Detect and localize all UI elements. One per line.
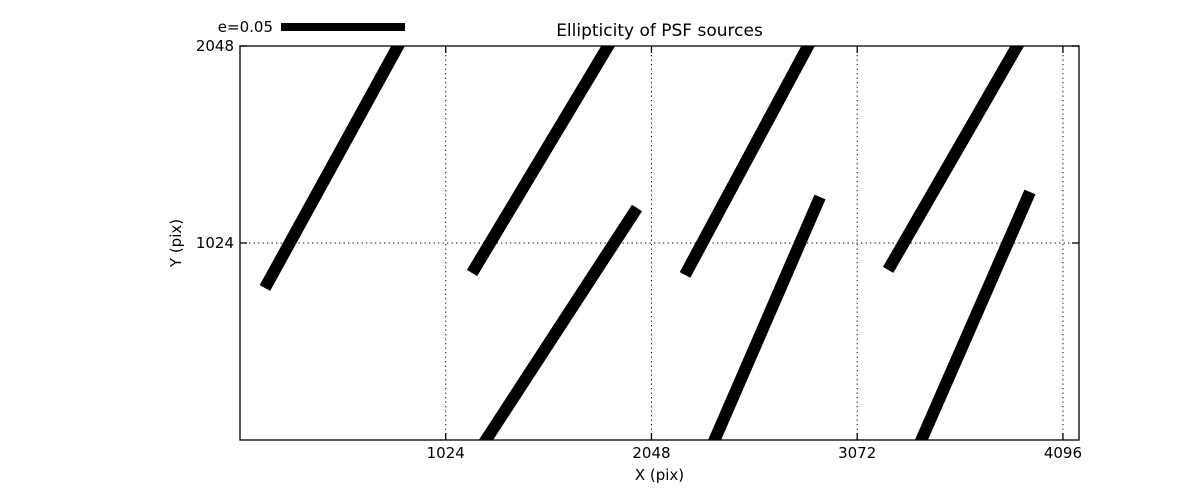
axis-ticks [240, 45, 1079, 440]
ellipticity-whiskers [259, 46, 1036, 440]
chart-title: Ellipticity of PSF sources [556, 21, 763, 41]
whisker-1 [259, 46, 405, 291]
x-tick-label-2048: 2048 [632, 444, 671, 462]
plot-frame [239, 45, 1080, 441]
whisker-6 [708, 194, 826, 440]
y-tick-label-1024: 1024 [195, 234, 234, 252]
whisker-7 [914, 189, 1036, 440]
whisker-5 [478, 204, 643, 440]
whisker-3 [679, 46, 815, 278]
whisker-2 [466, 46, 616, 277]
x-axis-label: X (pix) [634, 466, 685, 484]
x-tick-label-3072: 3072 [838, 444, 877, 462]
x-tick-label-1024: 1024 [426, 444, 465, 462]
y-tick-label-2048: 2048 [195, 37, 234, 55]
whisker-4 [882, 46, 1025, 273]
legend-scale-bar [281, 23, 405, 31]
x-tick-label-4096: 4096 [1043, 444, 1083, 462]
legend-label: e=0.05 [217, 18, 273, 36]
y-axis-label: Y (pix) [167, 218, 185, 268]
